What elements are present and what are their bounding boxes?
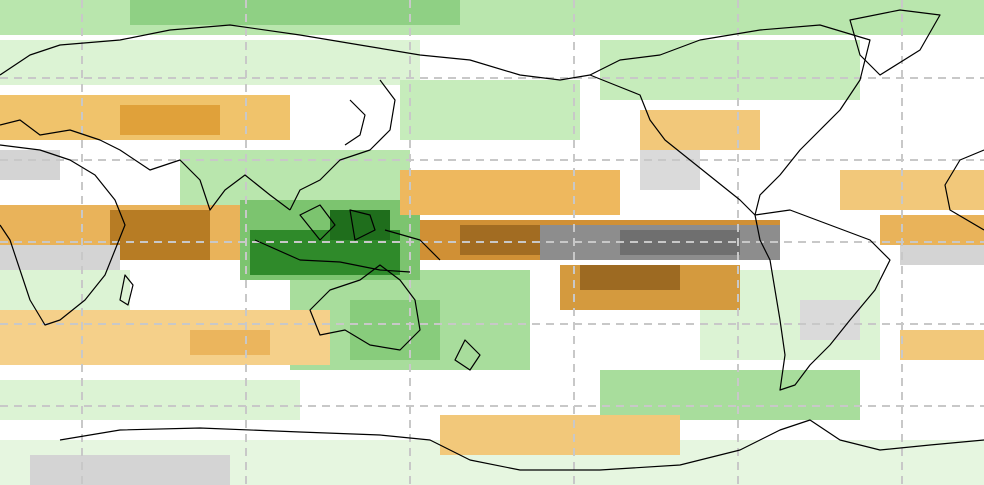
africa-coast [0, 144, 126, 326]
antarctic-orange [440, 415, 680, 455]
sahara-gray [0, 150, 60, 180]
north-america-green [600, 40, 860, 100]
south-orange-strong [190, 330, 270, 355]
indian-brown [110, 210, 210, 260]
pacific-brown [460, 225, 550, 255]
se-atlantic-orange [900, 330, 984, 360]
eurasia-coast [0, 24, 591, 211]
pacific-south-brown [580, 265, 680, 290]
greenland [849, 9, 941, 76]
indonesia [254, 204, 441, 273]
sa-gray [800, 300, 860, 340]
pacific-gray-dark [620, 230, 740, 255]
new-zealand [454, 339, 481, 371]
atlantic-gray [900, 245, 984, 265]
antarctica-coast [59, 419, 984, 471]
atlantic-orange [840, 170, 984, 210]
australia-coast [309, 264, 421, 351]
south-orange [0, 310, 330, 365]
madagascar [119, 274, 134, 306]
coastlines [0, 9, 984, 471]
maritime-darkest [330, 210, 390, 240]
west-africa-right [944, 149, 984, 231]
africa-gray [0, 245, 120, 270]
south-indian-light [0, 380, 300, 420]
japan [344, 99, 366, 146]
north-band-strong [130, 0, 460, 25]
south-ocean-green [600, 370, 860, 420]
antarctic-gray [30, 455, 230, 485]
north-america-coast [589, 24, 871, 216]
na-orange [640, 110, 760, 150]
australia-green-strong [350, 300, 440, 360]
south-america-coast [754, 209, 891, 391]
atlantic-orange-2 [880, 215, 984, 245]
pacific-north-orange [400, 170, 620, 215]
ep-gray [640, 150, 700, 190]
north-pacific-green [400, 80, 580, 140]
eurasia-orange-strong [120, 105, 220, 135]
